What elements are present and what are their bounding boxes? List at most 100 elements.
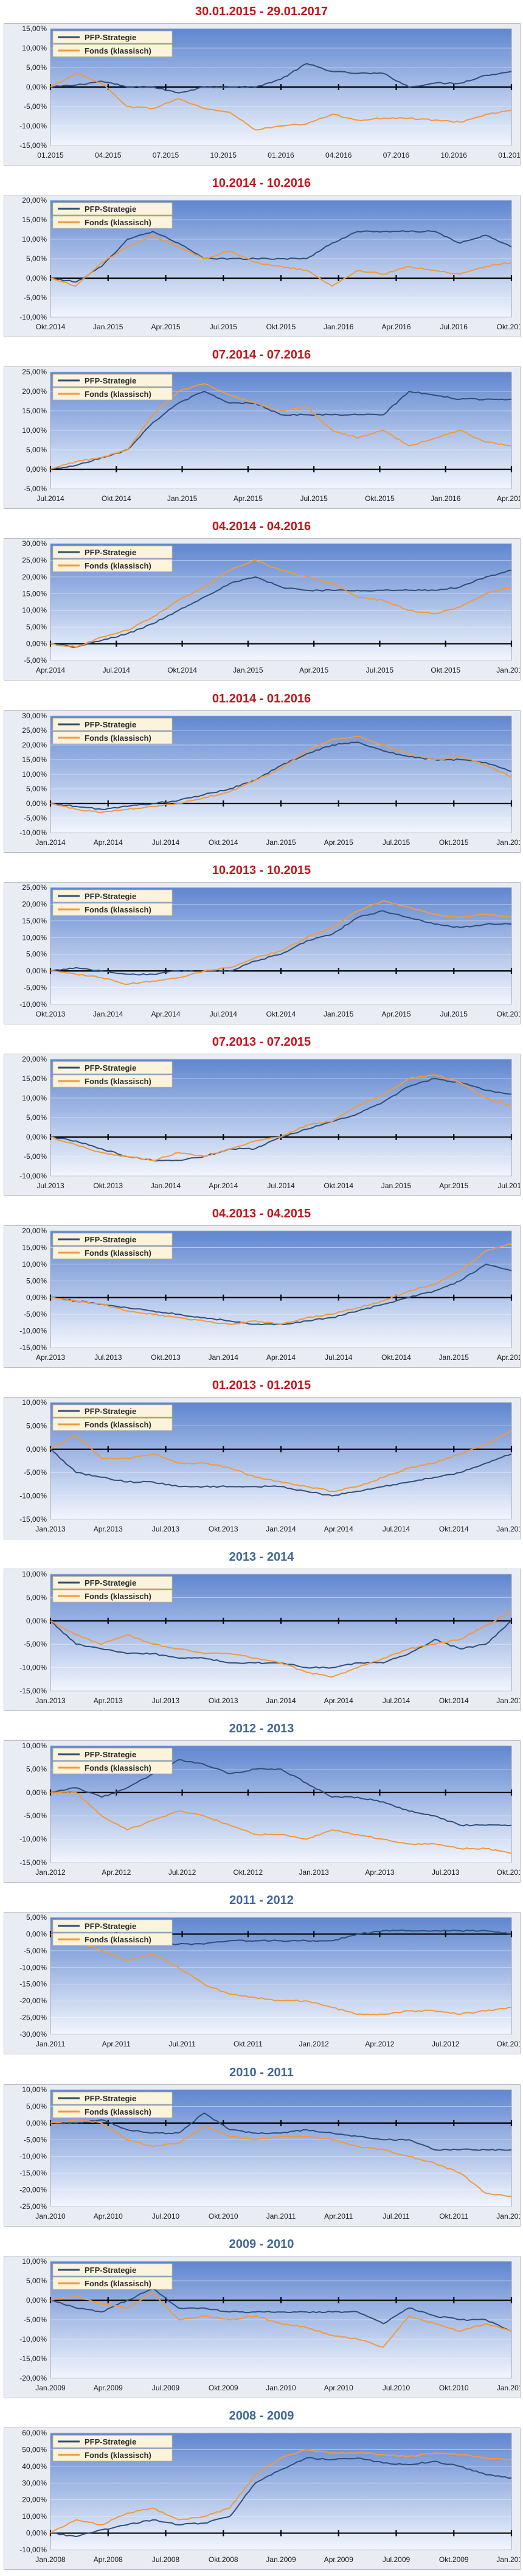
- x-tick-label: 01.2015: [37, 151, 64, 159]
- x-tick-label: Jul.2015: [383, 838, 410, 847]
- chart-frame: 5,00% 0,00% -5,00% -10,00% -15,00% -20,00% -25…: [4, 1912, 523, 2055]
- x-tick-label: Jan.2015: [266, 838, 296, 847]
- legend-label: Fonds (klassisch): [85, 1077, 151, 1086]
- x-tick-label: 01.2017: [498, 151, 520, 159]
- line-chart: 20,00% 15,00% 10,00% 5,00% 0,00% -5,00% -10,00…: [19, 1055, 523, 1190]
- y-tick-label: -10,00%: [19, 122, 47, 130]
- line-chart: 25,00% 20,00% 15,00% 10,00% 5,00% 0,00% -5,00%…: [22, 368, 523, 503]
- y-tick-label: -15,00%: [19, 1515, 47, 1524]
- x-tick-label: Jan.2015: [167, 494, 198, 503]
- legend: PFP-Strategie Fonds (klassisch): [52, 1748, 173, 1774]
- fund-series-line: [50, 383, 512, 471]
- fund-series-line: [50, 72, 512, 131]
- y-tick-label: -5,00%: [24, 656, 47, 665]
- legend-label: Fonds (klassisch): [85, 905, 151, 914]
- y-tick-label: 15,00%: [22, 916, 47, 925]
- chart-panel: 2010 - 2011 10,00% 5,00% 0,00% -5,00% -10,00%…: [0, 2061, 523, 2233]
- y-tick-label: 0,00%: [26, 1445, 47, 1454]
- chart-title: 01.2013 - 01.2015: [212, 1379, 311, 1393]
- y-tick-label: 20,00%: [22, 900, 47, 908]
- x-tick-label: Jul.2013: [36, 1181, 64, 1190]
- x-tick-label: Jan.2014: [266, 1525, 296, 1533]
- legend-label: PFP-Strategie: [85, 1578, 136, 1587]
- y-tick-label: 5,00%: [26, 623, 47, 632]
- y-tick-label: 0,00%: [26, 967, 47, 975]
- legend-label: PFP-Strategie: [85, 33, 136, 42]
- x-tick-label: Apr.2009: [94, 2384, 123, 2392]
- chart-panel: 07.2014 - 07.2016 25,00% 20,00% 15,00% 10,00…: [0, 343, 523, 515]
- legend: PFP-Strategie Fonds (klassisch): [52, 30, 173, 57]
- chart-panel: 01.2013 - 01.2015 10,00% 5,00% 0,00% -5,00% -…: [0, 1374, 523, 1545]
- y-tick-label: -5,00%: [24, 814, 47, 822]
- x-tick-label: Apr.2015: [497, 1353, 520, 1362]
- legend: PFP-Strategie Fonds (klassisch): [52, 2435, 173, 2462]
- y-tick-label: 5,00%: [26, 2277, 47, 2285]
- x-tick-label: Okt.2014: [266, 1010, 296, 1018]
- x-tick-label: Jan.2010: [496, 2555, 520, 2564]
- chart-frame: 15,00% 10,00% 5,00% 0,00% -5,00% -10,00% -15,0…: [4, 23, 523, 166]
- legend-entry-box: [52, 1920, 173, 1933]
- x-tick-label: Jul.2013: [152, 1525, 180, 1533]
- legend: PFP-Strategie Fonds (klassisch): [52, 718, 173, 744]
- y-tick-label: -10,00%: [19, 1492, 47, 1500]
- legend-label: Fonds (klassisch): [85, 1592, 151, 1601]
- y-tick-label: 15,00%: [22, 1243, 47, 1251]
- legend-label: Fonds (klassisch): [85, 1935, 151, 1944]
- y-tick-label: -10,00%: [19, 1835, 47, 1844]
- legend-entry-box: [52, 559, 173, 572]
- y-tick-label: 15,00%: [22, 1074, 47, 1083]
- y-tick-label: 5,00%: [26, 1594, 47, 1602]
- x-tick-label: Apr.2015: [324, 838, 353, 847]
- x-tick-label: Okt.2013: [93, 1181, 123, 1190]
- chart-title: 2009 - 2010: [229, 2237, 294, 2251]
- fund-series-line: [50, 2118, 512, 2197]
- y-tick-label: -5,00%: [24, 1468, 47, 1477]
- legend-entry-box: [52, 2105, 173, 2118]
- y-tick-label: -5,00%: [24, 983, 47, 992]
- x-tick-label: Jan.2016: [324, 323, 354, 331]
- legend-label: Fonds (klassisch): [85, 46, 151, 55]
- y-tick-label: 60,00%: [22, 2429, 47, 2437]
- x-tick-label: Apr.2014: [324, 1696, 353, 1705]
- x-tick-label: Jan.2010: [266, 2384, 296, 2392]
- chart-title: 30.01.2015 - 29.01.2017: [195, 5, 328, 18]
- x-tick-label: Jul.2014: [383, 1696, 410, 1705]
- y-tick-label: -5,00%: [24, 1811, 47, 1820]
- y-tick-label: 0,00%: [26, 1617, 47, 1625]
- chart-frame: 10,00% 5,00% 0,00% -5,00% -10,00% -15,00% -20,…: [4, 2255, 523, 2398]
- y-tick-label: 50,00%: [22, 2445, 47, 2454]
- x-tick-label: Jul.2009: [383, 2555, 410, 2564]
- y-tick-label: 20,00%: [22, 573, 47, 581]
- x-tick-label: Jan.2014: [151, 1181, 181, 1190]
- legend-label: PFP-Strategie: [85, 1235, 136, 1244]
- y-tick-label: 0,00%: [26, 640, 47, 648]
- legend-entry-box: [52, 1933, 173, 1946]
- legend-entry-box: [52, 387, 173, 401]
- chart-frame: 25,00% 20,00% 15,00% 10,00% 5,00% 0,00% -5,00%…: [4, 366, 523, 509]
- legend-entry-box: [52, 1074, 173, 1088]
- y-tick-label: 25,00%: [22, 368, 47, 376]
- x-tick-label: Apr.2011: [102, 2040, 131, 2048]
- legend-entry-box: [52, 1246, 173, 1259]
- x-tick-label: Jan.2013: [299, 1868, 329, 1877]
- y-tick-label: -20,00%: [19, 2185, 47, 2194]
- chart-title: 2013 - 2014: [229, 1550, 294, 1564]
- y-tick-label: 5,00%: [26, 1765, 47, 1774]
- x-tick-label: Okt.2013: [36, 1010, 66, 1018]
- line-chart: 10,00%5,00%0,00%-5,00%-10,00%-15,00%Jan.…: [19, 1398, 523, 1533]
- chart-frame: 10,00% 5,00% 0,00% -5,00% -10,00% -15,00% -20,…: [4, 2084, 523, 2227]
- chart-title: 07.2014 - 07.2016: [212, 348, 311, 362]
- y-tick-label: 0,00%: [26, 1930, 47, 1939]
- x-tick-label: Jul.2013: [152, 1696, 180, 1705]
- y-tick-label: 0,00%: [26, 465, 47, 474]
- chart-title: 10.2013 - 10.2015: [212, 863, 311, 877]
- x-tick-label: 04.2016: [325, 151, 352, 159]
- x-tick-label: Apr.2016: [381, 323, 410, 331]
- x-tick-label: Okt.2013: [151, 1353, 181, 1362]
- fund-series-line: [50, 1933, 512, 2016]
- legend: PFP-Strategie Fonds (klassisch): [52, 202, 173, 229]
- legend-entry-box: [52, 44, 173, 57]
- y-tick-label: 10,00%: [22, 770, 47, 779]
- line-chart: 20,00% 15,00% 10,00% 5,00% 0,00% -5,00% -10,00…: [19, 1227, 523, 1362]
- x-tick-label: Jan.2015: [439, 1353, 469, 1362]
